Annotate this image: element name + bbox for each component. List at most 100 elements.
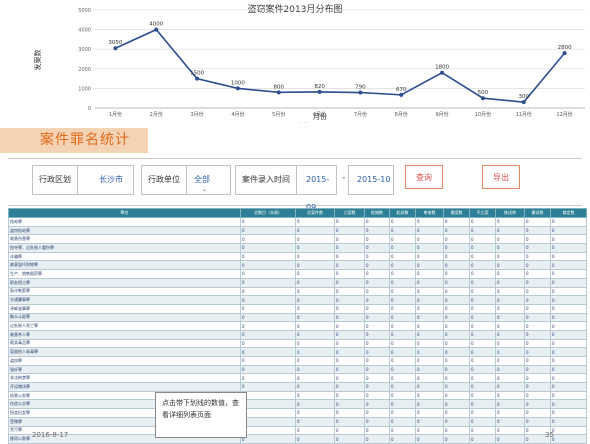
count-cell[interactable]: 0 — [469, 312, 496, 323]
count-cell[interactable]: 0 — [550, 225, 587, 236]
count-cell[interactable]: 0 — [469, 425, 496, 436]
count-cell[interactable]: 0 — [295, 329, 335, 340]
count-cell[interactable]: 0 — [389, 234, 416, 245]
count-cell[interactable]: 0 — [415, 425, 444, 436]
count-cell[interactable]: 0 — [550, 329, 587, 340]
count-cell[interactable]: 0 — [240, 225, 296, 236]
count-cell[interactable]: 0 — [550, 295, 587, 305]
count-cell[interactable]: 0 — [415, 251, 444, 262]
count-cell[interactable]: 0 — [389, 243, 416, 253]
count-cell[interactable]: 0 — [443, 373, 470, 384]
district-value[interactable]: 长沙市 — [99, 175, 123, 184]
count-cell[interactable]: 0 — [415, 373, 444, 384]
count-cell[interactable]: 0 — [495, 286, 525, 297]
count-cell[interactable]: 0 — [495, 303, 525, 314]
count-cell[interactable]: 0 — [364, 399, 390, 410]
count-cell[interactable]: 0 — [443, 321, 470, 331]
count-cell[interactable]: 0 — [364, 382, 390, 392]
count-cell[interactable]: 0 — [550, 234, 587, 245]
count-cell[interactable]: 0 — [334, 303, 365, 314]
count-cell[interactable]: 0 — [240, 295, 296, 305]
count-cell[interactable]: 0 — [334, 390, 365, 401]
count-cell[interactable]: 0 — [240, 251, 296, 262]
count-cell[interactable]: 0 — [550, 373, 587, 384]
count-cell[interactable]: 0 — [295, 347, 335, 357]
count-cell[interactable]: 0 — [495, 338, 525, 349]
count-cell[interactable]: 0 — [389, 382, 416, 392]
count-cell[interactable]: 0 — [550, 260, 587, 271]
count-cell[interactable]: 0 — [495, 312, 525, 323]
count-cell[interactable]: 0 — [334, 373, 365, 384]
count-cell[interactable]: 0 — [389, 303, 416, 314]
count-cell[interactable]: 0 — [524, 329, 551, 340]
count-cell[interactable]: 0 — [389, 329, 416, 340]
count-cell[interactable]: 0 — [550, 243, 587, 253]
count-cell[interactable]: 0 — [295, 382, 335, 392]
count-cell[interactable]: 0 — [334, 251, 365, 262]
count-cell[interactable]: 0 — [415, 364, 444, 375]
count-cell[interactable]: 0 — [415, 434, 444, 444]
count-cell[interactable]: 0 — [550, 425, 587, 436]
count-cell[interactable]: 0 — [364, 373, 390, 384]
count-cell[interactable]: 0 — [389, 364, 416, 375]
count-cell[interactable]: 0 — [524, 356, 551, 366]
count-cell[interactable]: 0 — [389, 321, 416, 331]
count-cell[interactable]: 0 — [495, 382, 525, 392]
count-cell[interactable]: 0 — [364, 390, 390, 401]
count-cell[interactable]: 0 — [495, 416, 525, 427]
end-date[interactable]: 2015-10 — [357, 175, 391, 184]
count-cell[interactable]: 0 — [334, 269, 365, 279]
count-cell[interactable]: 0 — [550, 277, 587, 288]
count-cell[interactable]: 0 — [469, 416, 496, 427]
count-cell[interactable]: 0 — [415, 399, 444, 410]
count-cell[interactable]: 0 — [524, 295, 551, 305]
count-cell[interactable]: 0 — [524, 364, 551, 375]
count-cell[interactable]: 0 — [550, 251, 587, 262]
count-cell[interactable]: 0 — [364, 364, 390, 375]
count-cell[interactable]: 0 — [334, 364, 365, 375]
start-date-filter[interactable]: 案件录入时间 2015-09 — [235, 165, 337, 212]
count-cell[interactable]: 0 — [389, 225, 416, 236]
count-cell[interactable]: 0 — [334, 408, 365, 418]
count-cell[interactable]: 0 — [389, 269, 416, 279]
count-cell[interactable]: 0 — [415, 217, 444, 227]
count-cell[interactable]: 0 — [443, 416, 470, 427]
count-cell[interactable]: 0 — [389, 251, 416, 262]
count-cell[interactable]: 0 — [524, 260, 551, 271]
count-cell[interactable]: 0 — [415, 321, 444, 331]
count-cell[interactable]: 0 — [240, 217, 296, 227]
count-cell[interactable]: 0 — [495, 295, 525, 305]
count-cell[interactable]: 0 — [443, 269, 470, 279]
count-cell[interactable]: 0 — [364, 356, 390, 366]
count-cell[interactable]: 0 — [550, 399, 587, 410]
count-cell[interactable]: 0 — [495, 373, 525, 384]
count-cell[interactable]: 0 — [295, 390, 335, 401]
count-cell[interactable]: 0 — [469, 356, 496, 366]
count-cell[interactable]: 0 — [334, 295, 365, 305]
count-cell[interactable]: 0 — [443, 295, 470, 305]
count-cell[interactable]: 0 — [364, 277, 390, 288]
count-cell[interactable]: 0 — [415, 338, 444, 349]
count-cell[interactable]: 0 — [524, 251, 551, 262]
count-cell[interactable]: 0 — [389, 295, 416, 305]
count-cell[interactable]: 0 — [240, 408, 296, 418]
count-cell[interactable]: 0 — [240, 338, 296, 349]
count-cell[interactable]: 0 — [469, 329, 496, 340]
count-cell[interactable]: 0 — [550, 390, 587, 401]
count-cell[interactable]: 0 — [389, 356, 416, 366]
count-cell[interactable]: 0 — [389, 338, 416, 349]
count-cell[interactable]: 0 — [550, 217, 587, 227]
count-cell[interactable]: 0 — [469, 243, 496, 253]
count-cell[interactable]: 0 — [389, 277, 416, 288]
count-cell[interactable]: 0 — [550, 408, 587, 418]
count-cell[interactable]: 0 — [415, 329, 444, 340]
count-cell[interactable]: 0 — [469, 225, 496, 236]
count-cell[interactable]: 0 — [295, 356, 335, 366]
count-cell[interactable]: 0 — [295, 217, 335, 227]
count-cell[interactable]: 0 — [469, 373, 496, 384]
count-cell[interactable]: 0 — [364, 312, 390, 323]
count-cell[interactable]: 0 — [389, 217, 416, 227]
count-cell[interactable]: 0 — [443, 329, 470, 340]
count-cell[interactable]: 0 — [334, 416, 365, 427]
count-cell[interactable]: 0 — [550, 338, 587, 349]
